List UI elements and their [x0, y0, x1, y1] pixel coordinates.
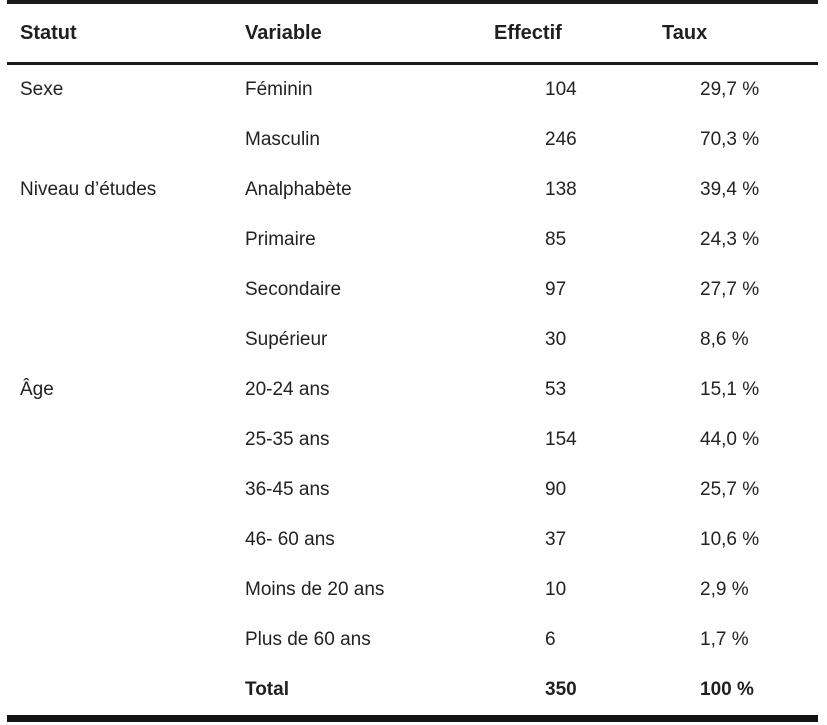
- table-total-row: Total 350 100 %: [7, 665, 818, 715]
- cell-taux: 44,0 %: [700, 429, 760, 450]
- cell-variable: Plus de 60 ans: [245, 629, 371, 650]
- column-header-variable: Variable: [245, 21, 322, 44]
- cell-taux: 25,7 %: [700, 479, 760, 500]
- cell-statut: Âge: [20, 379, 54, 400]
- table-row: Primaire 85 24,3 %: [7, 215, 818, 265]
- cell-taux: 29,7 %: [700, 79, 760, 100]
- statistics-table: Statut Variable Effectif Taux Sexe Fémin…: [7, 0, 818, 722]
- table-header-row: Statut Variable Effectif Taux: [7, 4, 818, 62]
- cell-statut: Niveau d’études: [20, 179, 157, 200]
- cell-taux: 70,3 %: [700, 129, 760, 150]
- cell-taux: 1,7 %: [700, 629, 749, 650]
- cell-variable: 20-24 ans: [245, 379, 330, 400]
- column-header-statut: Statut: [20, 21, 77, 44]
- cell-variable: 46- 60 ans: [245, 529, 335, 550]
- cell-taux: 24,3 %: [700, 229, 760, 250]
- cell-effectif: 6: [545, 629, 556, 650]
- cell-effectif: 37: [545, 529, 567, 550]
- cell-variable: Masculin: [245, 129, 320, 150]
- cell-effectif: 138: [545, 179, 577, 200]
- column-header-taux: Taux: [662, 21, 708, 44]
- table-row: Âge 20-24 ans 53 15,1 %: [7, 365, 818, 415]
- cell-taux-total: 100 %: [700, 679, 754, 700]
- cell-variable: 25-35 ans: [245, 429, 330, 450]
- table-bottom-border: [7, 715, 818, 722]
- cell-effectif: 104: [545, 79, 577, 100]
- cell-variable: Moins de 20 ans: [245, 579, 385, 600]
- column-header-effectif: Effectif: [494, 21, 562, 44]
- cell-statut: Sexe: [20, 79, 64, 100]
- table-row: Plus de 60 ans 6 1,7 %: [7, 615, 818, 665]
- cell-effectif: 85: [545, 229, 567, 250]
- table-row: Masculin 246 70,3 %: [7, 115, 818, 165]
- cell-effectif-total: 350: [545, 679, 577, 700]
- cell-variable: Supérieur: [245, 329, 328, 350]
- table-row: 25-35 ans 154 44,0 %: [7, 415, 818, 465]
- cell-effectif: 30: [545, 329, 567, 350]
- table-top-border: [7, 0, 818, 4]
- table-row: Supérieur 30 8,6 %: [7, 315, 818, 365]
- cell-variable: 36-45 ans: [245, 479, 330, 500]
- cell-variable: Analphabète: [245, 179, 352, 200]
- table-row: 36-45 ans 90 25,7 %: [7, 465, 818, 515]
- cell-taux: 10,6 %: [700, 529, 760, 550]
- table-row: Niveau d’études Analphabète 138 39,4 %: [7, 165, 818, 215]
- cell-taux: 2,9 %: [700, 579, 749, 600]
- cell-taux: 39,4 %: [700, 179, 760, 200]
- cell-effectif: 90: [545, 479, 567, 500]
- header-separator: [7, 62, 818, 65]
- cell-variable-total: Total: [245, 679, 289, 700]
- cell-effectif: 10: [545, 579, 567, 600]
- cell-effectif: 246: [545, 129, 577, 150]
- table-row: Moins de 20 ans 10 2,9 %: [7, 565, 818, 615]
- cell-effectif: 154: [545, 429, 577, 450]
- table-row: Sexe Féminin 104 29,7 %: [7, 65, 818, 115]
- cell-taux: 15,1 %: [700, 379, 760, 400]
- cell-effectif: 53: [545, 379, 567, 400]
- cell-effectif: 97: [545, 279, 567, 300]
- cell-taux: 8,6 %: [700, 329, 749, 350]
- table-row: 46- 60 ans 37 10,6 %: [7, 515, 818, 565]
- table-row: Secondaire 97 27,7 %: [7, 265, 818, 315]
- cell-variable: Primaire: [245, 229, 316, 250]
- cell-taux: 27,7 %: [700, 279, 760, 300]
- cell-variable: Secondaire: [245, 279, 342, 300]
- cell-variable: Féminin: [245, 79, 313, 100]
